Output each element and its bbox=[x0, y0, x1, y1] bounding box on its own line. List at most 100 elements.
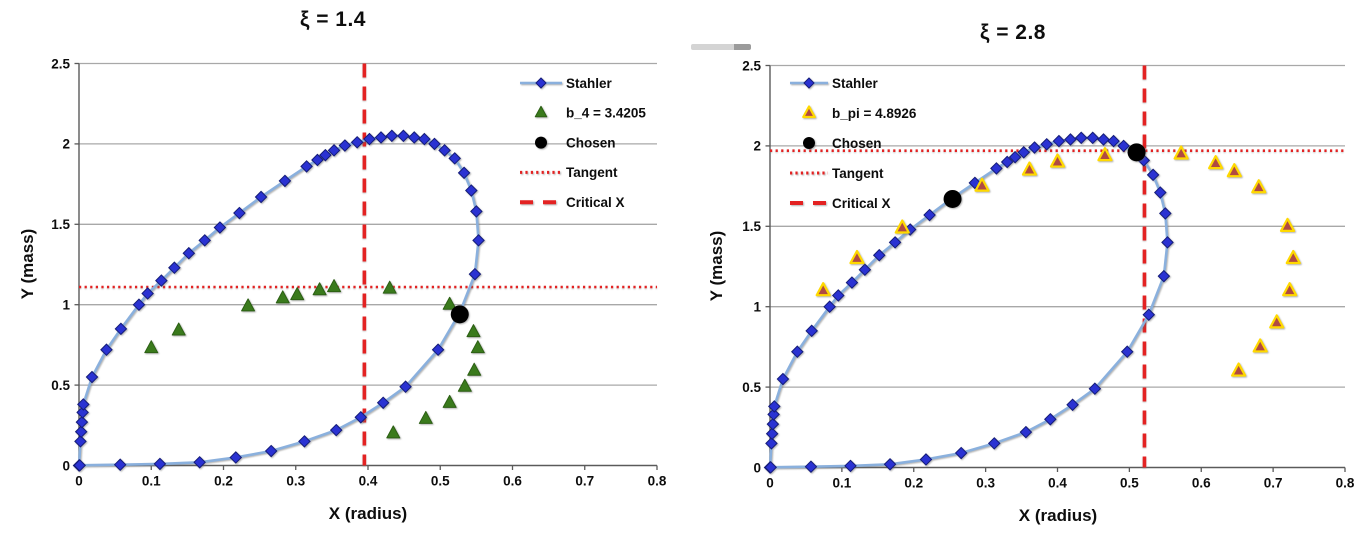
chart0-legend-label-tangent: Tangent bbox=[566, 165, 618, 180]
chart0-stahler-marker bbox=[182, 246, 196, 260]
chart1-stahler-marker bbox=[1146, 168, 1160, 182]
chart1-stahler-marker bbox=[919, 453, 933, 466]
chart0-gridlines bbox=[79, 62, 657, 386]
chart0-legend-item-critical: Critical X bbox=[520, 195, 625, 210]
chart1-legend-item-chosen: Chosen bbox=[803, 136, 882, 151]
chart1-b_pi-triangle bbox=[1285, 249, 1301, 265]
chart0-stahler-marker bbox=[132, 298, 146, 312]
chart0-b_4-triangle bbox=[275, 290, 290, 304]
chart0-stahler-marker bbox=[363, 132, 376, 146]
chart0-stahler-marker bbox=[74, 425, 88, 439]
chart0-b_4-triangle bbox=[442, 296, 457, 310]
stahler-swatch-marker bbox=[535, 77, 547, 89]
chart1-stahler-marker bbox=[888, 236, 902, 249]
chart0-stahler-marker bbox=[385, 129, 399, 143]
chart0-stahler-marker bbox=[193, 455, 206, 469]
chart0-y-tick-label-0.5: 0.5 bbox=[51, 378, 70, 393]
chart0-stahler-marker bbox=[75, 415, 89, 429]
chart1-b_pi-triangle bbox=[1269, 314, 1285, 329]
chart1-title: ξ = 1.4 bbox=[300, 8, 366, 31]
chart1-b_pi-triangle bbox=[1208, 155, 1224, 170]
chart1-stahler-marker bbox=[1086, 131, 1100, 145]
chart1-b_pi-triangle bbox=[894, 219, 910, 234]
chart1-stahler-marker bbox=[1044, 412, 1057, 426]
chart1-b_pi-triangle bbox=[974, 177, 990, 192]
chart1-legend-label-stahler: Stahler bbox=[832, 76, 879, 91]
chart1-b_pi-series bbox=[815, 145, 1301, 377]
chart1-stahler-marker bbox=[954, 446, 968, 460]
chart1-stahler-marker bbox=[987, 437, 1001, 450]
chart1-x-tick-label-0.5: 0.5 bbox=[1120, 476, 1139, 491]
chart1-stahler-marker bbox=[1019, 425, 1033, 439]
chart1-legend-item-tangent: Tangent bbox=[790, 166, 884, 181]
chart2-xaxis-label: X (radius) bbox=[1018, 506, 1098, 525]
chart0-x-tick-label-0.2: 0.2 bbox=[214, 474, 233, 489]
chart1-stahler-marker bbox=[1107, 134, 1120, 148]
chart1-legend-label-b_pi: b_pi = 4.8926 bbox=[832, 106, 917, 121]
chart0-stahler-marker bbox=[399, 380, 412, 394]
chart0-stahler-marker bbox=[213, 221, 227, 234]
chart0-y-tick-label-1: 1 bbox=[62, 298, 70, 313]
chart1-legend-label-critical: Critical X bbox=[832, 196, 891, 211]
chart0-stahler-line bbox=[77, 134, 480, 467]
chart0-b_4-series bbox=[144, 279, 485, 439]
chart1-stahler-marker bbox=[791, 345, 804, 359]
chart1-stahler-marker bbox=[1120, 345, 1134, 359]
chart0-stahler-marker bbox=[418, 132, 431, 146]
chart1-x-tick-label-0.2: 0.2 bbox=[904, 476, 923, 491]
b_4-swatch-marker bbox=[534, 105, 548, 118]
chart0-stahler-marker bbox=[77, 398, 90, 411]
chart1-legend-swatch-b_pi bbox=[802, 105, 816, 119]
chart0-legend-item-tangent: Tangent bbox=[520, 165, 618, 180]
chart1-stahler-line bbox=[768, 136, 1169, 469]
chart1-y-tick-label-1: 1 bbox=[753, 300, 761, 315]
chart1-legend-label-chosen: Chosen bbox=[832, 136, 882, 151]
chart0-stahler-marker bbox=[155, 274, 168, 287]
chart0-b_4-triangle bbox=[382, 280, 397, 294]
chart0-stahler-marker bbox=[74, 435, 87, 448]
chart1-b_pi-triangle bbox=[1251, 179, 1267, 194]
chart1-stahler-marker bbox=[1052, 134, 1066, 148]
chart1-stahler-marker bbox=[1161, 236, 1174, 249]
chart1-legend-item-critical: Critical X bbox=[790, 196, 891, 211]
chart0-stahler-marker bbox=[472, 234, 485, 247]
chosen-swatch-marker bbox=[535, 136, 547, 149]
chart1-stahler-marker bbox=[831, 289, 845, 302]
chart0-stahler-marker bbox=[278, 174, 292, 188]
chart1-y-tick-label-2.5: 2.5 bbox=[742, 58, 761, 73]
chart0-stahler-marker bbox=[438, 144, 451, 157]
chart0-b_4-triangle bbox=[470, 340, 485, 354]
b_pi-swatch-marker bbox=[802, 105, 816, 119]
chart0-b_4-triangle bbox=[467, 362, 482, 376]
chart1-stahler-marker bbox=[923, 208, 936, 222]
chart0-legend-item-b_4: b_4 = 3.4205 bbox=[534, 105, 646, 121]
chart0-y-tick-label-0: 0 bbox=[62, 458, 70, 473]
chart0-x-tick-label-0.1: 0.1 bbox=[142, 474, 161, 489]
chart0-x-tick-label-0.3: 0.3 bbox=[286, 474, 305, 489]
chart1-stahler-marker bbox=[1008, 150, 1022, 164]
chart1-b_pi-triangle bbox=[1252, 338, 1268, 353]
chart0-stahler-marker bbox=[329, 423, 343, 437]
chart0-b_4-triangle bbox=[290, 287, 305, 301]
chart0-stahler-marker bbox=[168, 261, 181, 275]
chart1-chosen-series bbox=[943, 143, 1146, 208]
chart1-stahler-marker bbox=[844, 459, 857, 473]
chart0-chosen-point bbox=[450, 305, 469, 324]
chart0-stahler-marker bbox=[465, 184, 478, 197]
chart1-y-tick-label-2: 2 bbox=[753, 139, 761, 154]
chart1-legend: Stahler b_pi = 4.8926 Chosen Tangent Critica… bbox=[790, 76, 917, 211]
chart0-stahler-marker bbox=[73, 459, 87, 472]
chart1-y-tick-label-0: 0 bbox=[753, 460, 761, 475]
chart0-b_4-triangle bbox=[312, 282, 327, 296]
chart0-legend-swatch-chosen bbox=[535, 136, 547, 149]
chart1-stahler-marker bbox=[823, 300, 836, 314]
chart0-stahler-marker bbox=[254, 190, 268, 204]
chart0-stahler-marker bbox=[338, 139, 352, 152]
chart1-b_pi-triangle bbox=[849, 249, 865, 265]
chart0-stahler-marker bbox=[397, 129, 410, 143]
chart1-x-tick-label-0.8: 0.8 bbox=[1336, 476, 1355, 491]
chart0-y-tick-label-1.5: 1.5 bbox=[51, 217, 70, 232]
chart0-b_4-triangle bbox=[418, 410, 433, 424]
chart0-stahler-marker bbox=[374, 131, 388, 144]
